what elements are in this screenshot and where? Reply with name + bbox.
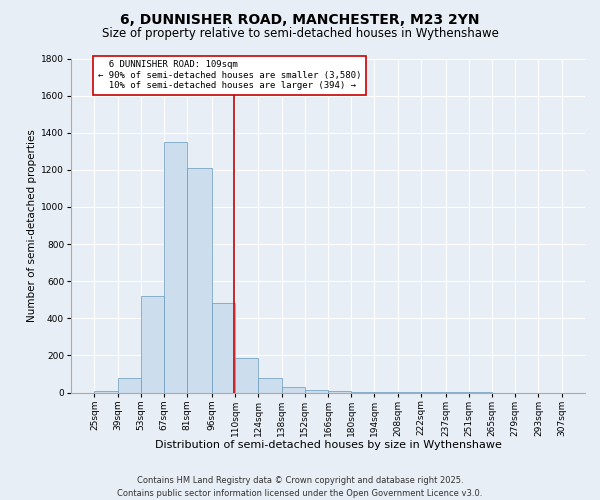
Bar	[187, 168, 212, 392]
Bar	[328, 390, 351, 392]
Bar	[118, 378, 141, 392]
Bar	[235, 358, 259, 392]
Bar	[281, 387, 305, 392]
Y-axis label: Number of semi-detached properties: Number of semi-detached properties	[27, 129, 37, 322]
X-axis label: Distribution of semi-detached houses by size in Wythenshawe: Distribution of semi-detached houses by …	[155, 440, 502, 450]
Bar	[141, 296, 164, 392]
Bar	[305, 390, 328, 392]
Bar	[164, 142, 187, 393]
Text: 6, DUNNISHER ROAD, MANCHESTER, M23 2YN: 6, DUNNISHER ROAD, MANCHESTER, M23 2YN	[120, 12, 480, 26]
Text: Size of property relative to semi-detached houses in Wythenshawe: Size of property relative to semi-detach…	[101, 28, 499, 40]
Text: Contains HM Land Registry data © Crown copyright and database right 2025.
Contai: Contains HM Land Registry data © Crown c…	[118, 476, 482, 498]
Bar	[94, 390, 118, 392]
Bar	[212, 304, 235, 392]
Text: 6 DUNNISHER ROAD: 109sqm
← 90% of semi-detached houses are smaller (3,580)
  10%: 6 DUNNISHER ROAD: 109sqm ← 90% of semi-d…	[98, 60, 361, 90]
Bar	[259, 378, 281, 392]
